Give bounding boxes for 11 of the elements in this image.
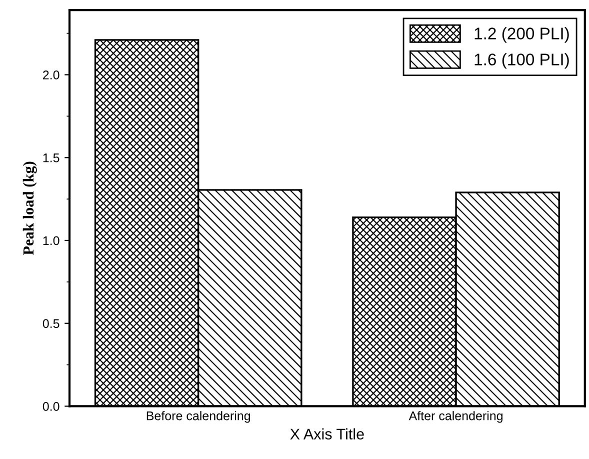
x-tick-label: After calendering — [408, 411, 502, 423]
y-tick-label: 1.5 — [43, 154, 60, 162]
x-tick-label: Before calendering — [146, 411, 250, 423]
y-tick-label: 0.5 — [42, 319, 60, 328]
x-axis-title: X Axis Title — [290, 428, 364, 440]
y-tick-label: 0.0 — [42, 402, 60, 411]
y-tick-label: 2.0 — [43, 70, 60, 80]
y-axis-title: Peak load (kg) — [22, 162, 37, 256]
y-tick-label: 1.0 — [43, 236, 60, 246]
legend-label: 1.6 (100 PLI) — [474, 53, 569, 69]
legend-label: 1.2 (200 PLI) — [474, 27, 569, 43]
